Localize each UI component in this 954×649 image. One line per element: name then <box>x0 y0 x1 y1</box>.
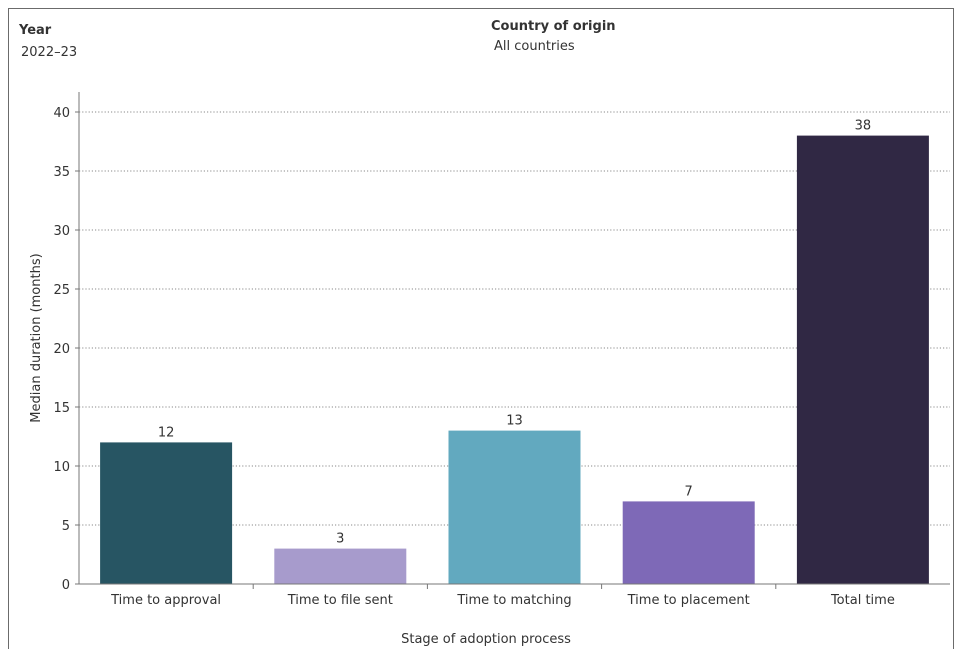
axes: 0 5 10 15 20 25 30 35 40 Time to approval Time to … <box>53 92 950 608</box>
y-tick-label: 40 <box>53 106 70 121</box>
country-filter-label: Country of origin <box>491 19 616 34</box>
bar[interactable] <box>448 430 581 584</box>
x-tick-label: Time to approval <box>110 593 221 608</box>
year-filter-value[interactable]: 2022–23 <box>21 45 78 60</box>
bar[interactable] <box>274 548 407 584</box>
bars: 12 3 13 7 38 <box>100 119 929 584</box>
y-axis-title: Median duration (months) <box>29 253 44 422</box>
y-tick-label: 15 <box>53 401 70 416</box>
bar-value-label: 13 <box>506 414 523 429</box>
bar-value-label: 3 <box>336 532 344 547</box>
bar-value-label: 7 <box>685 484 693 499</box>
bar-value-label: 12 <box>158 425 175 440</box>
y-tick-label: 0 <box>62 578 70 593</box>
x-tick-label: Time to file sent <box>287 593 393 608</box>
y-tick-label: 25 <box>53 283 70 298</box>
y-tick-label: 30 <box>53 224 70 239</box>
y-tick-label: 35 <box>53 165 70 180</box>
x-axis-title: Stage of adoption process <box>401 632 571 647</box>
y-tick-label: 10 <box>53 460 70 475</box>
x-tick-label: Time to matching <box>456 593 571 608</box>
year-filter-label: Year <box>19 23 52 38</box>
x-tick-label: Total time <box>830 593 895 608</box>
y-tick-label: 20 <box>53 342 70 357</box>
bar[interactable] <box>100 442 233 584</box>
country-filter-value[interactable]: All countries <box>494 39 575 54</box>
y-tick-label: 5 <box>62 519 70 534</box>
bar[interactable] <box>622 501 755 584</box>
bar[interactable] <box>796 135 929 584</box>
bar-value-label: 38 <box>855 119 872 134</box>
x-tick-label: Time to placement <box>627 593 750 608</box>
